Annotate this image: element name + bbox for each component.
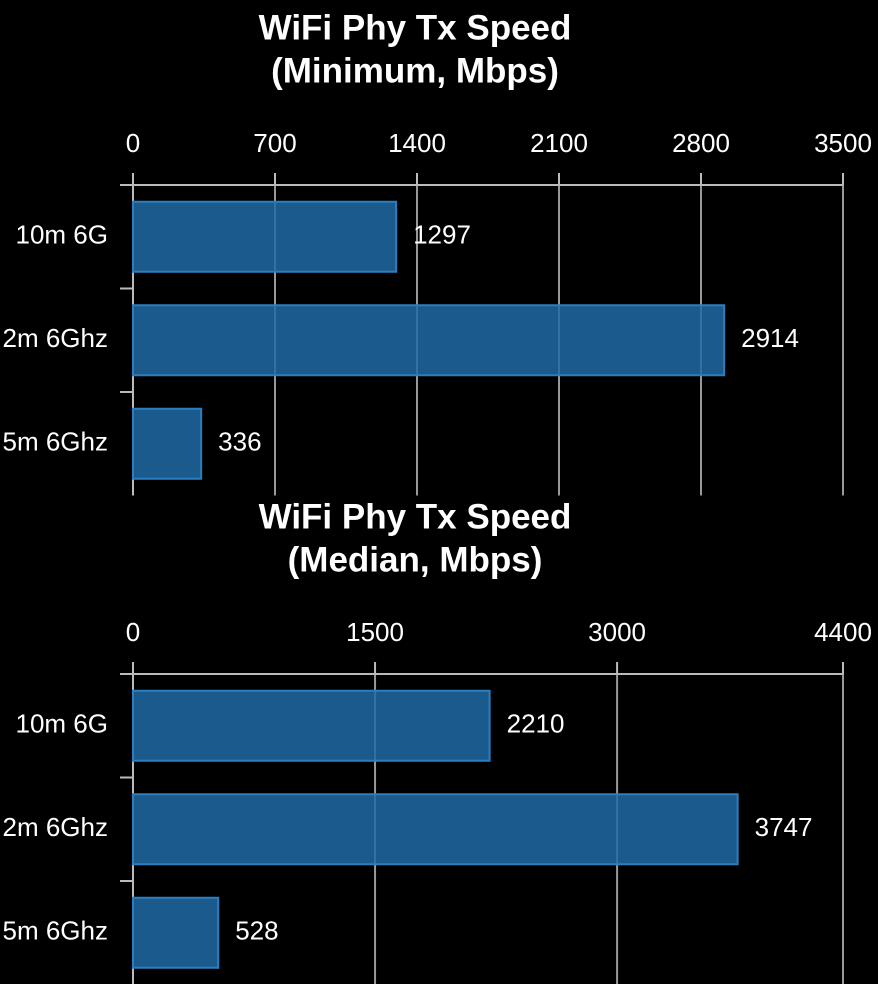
bar: [132, 793, 739, 866]
value-label: 3747: [755, 812, 813, 842]
x-tick-label: 3500: [814, 128, 872, 158]
chart-subtitle: (Median, Mbps): [288, 540, 543, 579]
x-tick-label: 0: [126, 617, 140, 647]
x-tick-label: 1400: [388, 128, 446, 158]
y-tick-label: 5m 6Ghz: [3, 427, 109, 457]
value-label: 528: [235, 916, 278, 946]
y-tick-label: 2m 6Ghz: [3, 323, 109, 353]
chart-title: WiFi Phy Tx Speed: [259, 497, 572, 536]
y-tick-label: 10m 6G: [16, 709, 109, 739]
y-tick-label: 5m 6Ghz: [3, 916, 109, 946]
bar: [132, 689, 491, 762]
value-label: 2210: [507, 709, 565, 739]
y-tick-label: 10m 6G: [16, 220, 109, 250]
bar: [132, 200, 398, 273]
value-label: 2914: [741, 323, 799, 353]
x-tick-label: 3000: [588, 617, 646, 647]
bar: [132, 407, 203, 480]
bar: [132, 896, 220, 969]
chart-title: WiFi Phy Tx Speed: [259, 8, 572, 47]
value-label: 1297: [413, 220, 471, 250]
y-tick-label: 2m 6Ghz: [3, 812, 109, 842]
x-tick-label: 2800: [672, 128, 730, 158]
x-tick-label: 2100: [530, 128, 588, 158]
x-tick-label: 700: [253, 128, 296, 158]
value-label: 336: [218, 427, 261, 457]
x-tick-label: 1500: [346, 617, 404, 647]
chart-subtitle: (Minimum, Mbps): [271, 51, 559, 90]
x-tick-label: 0: [126, 128, 140, 158]
x-tick-label: 4400: [814, 617, 872, 647]
bar: [132, 304, 726, 377]
